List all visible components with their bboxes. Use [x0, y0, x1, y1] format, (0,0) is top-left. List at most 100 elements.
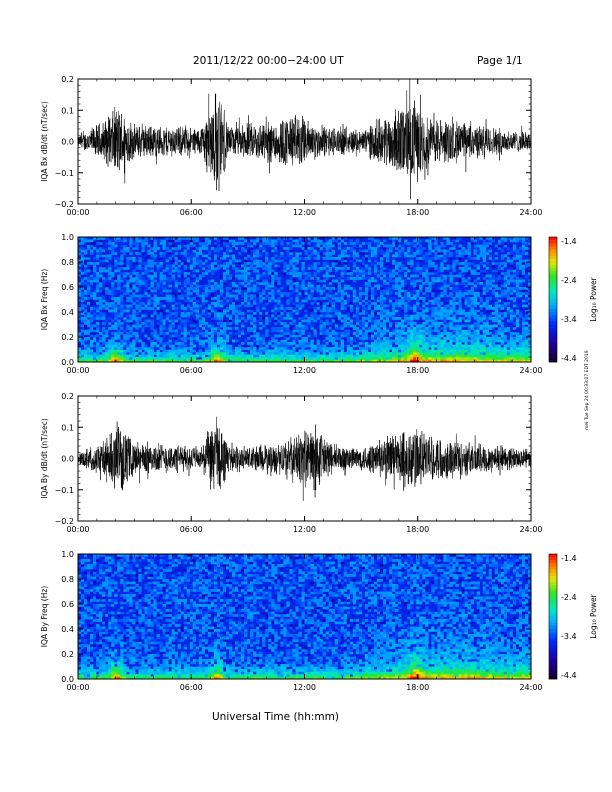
spectrogram-cell	[171, 277, 175, 280]
spectrogram-cell	[153, 242, 157, 245]
spectrogram-cell	[452, 257, 456, 260]
spectrogram-cell	[361, 267, 366, 270]
spectrogram-cell	[476, 347, 480, 350]
spectrogram-cell	[159, 297, 163, 300]
spectrogram-cell	[352, 357, 357, 360]
spectrogram-cell	[425, 282, 429, 285]
spectrogram-cell	[265, 299, 269, 303]
spectrogram-cell	[449, 354, 453, 358]
spectrogram-cell	[201, 339, 206, 343]
spectrogram-cell	[153, 272, 157, 275]
spectrogram-cell	[392, 244, 396, 248]
spectrogram-cell	[476, 267, 480, 270]
spectrogram-cell	[437, 247, 441, 250]
spectrogram-cell	[376, 262, 381, 265]
spectrogram-cell	[150, 339, 154, 343]
spectrogram-cell	[470, 359, 474, 363]
spectrogram-cell	[380, 332, 384, 335]
spectrogram-cell	[295, 289, 299, 293]
spectrogram-cell	[186, 282, 191, 285]
spectrogram-cell	[247, 337, 251, 340]
spectrogram-cell	[105, 319, 109, 323]
spectrogram-cell	[135, 332, 139, 335]
spectrogram-cell	[207, 359, 212, 363]
spectrogram-cell	[213, 312, 218, 315]
spectrogram-cell	[225, 254, 230, 258]
spectrogram-cell	[307, 289, 311, 293]
spectrogram-cell	[419, 282, 423, 285]
spectrogram-cell	[337, 309, 342, 313]
spectrogram-cell	[479, 319, 483, 323]
spectrogram-cell	[132, 314, 136, 318]
spectrogram-cell	[174, 347, 178, 350]
spectrogram-cell	[337, 297, 342, 300]
spectrogram-cell	[274, 289, 278, 293]
spectrogram-cell	[298, 302, 302, 305]
spectrogram-cell	[395, 279, 399, 283]
spectrogram-cell	[111, 359, 115, 363]
spectrogram-cell	[259, 259, 263, 263]
spectrogram-cell	[286, 359, 290, 363]
spectrogram-cell	[370, 259, 375, 263]
spectrogram-cell	[425, 309, 429, 313]
spectrogram-cell	[310, 352, 314, 355]
spectrogram-cell	[349, 239, 354, 243]
spectrogram-cell	[259, 302, 263, 305]
spectrogram-cell	[355, 272, 360, 275]
spectrogram-cell	[476, 324, 480, 328]
spectrogram-cell	[207, 307, 212, 310]
spectrogram-cell	[117, 292, 121, 295]
spectrogram-cell	[238, 349, 242, 353]
spectrogram-cell	[93, 247, 97, 250]
spectrogram-cell	[129, 257, 133, 260]
spectrogram-cell	[295, 254, 299, 258]
spectrogram-cell	[93, 262, 97, 265]
spectrogram-cell	[204, 282, 209, 285]
spectrogram-cell	[419, 299, 423, 303]
spectrogram-cell	[422, 357, 426, 360]
spectrogram-cell	[349, 302, 354, 305]
spectrogram-cell	[207, 349, 212, 353]
spectrogram-cell	[431, 309, 435, 313]
spectrogram-cell	[241, 319, 245, 323]
spectrogram-cell	[298, 252, 302, 255]
spectrogram-cell	[244, 274, 248, 278]
spectrogram-cell	[452, 354, 456, 358]
spectrogram-cell	[256, 282, 260, 285]
spectrogram-cell	[117, 319, 121, 323]
spectrogram-cell	[108, 242, 112, 245]
spectrogram-cell	[238, 347, 242, 350]
spectrogram-cell	[482, 329, 486, 333]
spectrogram-cell	[156, 352, 160, 355]
spectrogram-cell	[334, 237, 339, 240]
spectrogram-cell	[99, 244, 103, 248]
spectrogram-cell	[168, 239, 172, 243]
spectrogram-cell	[216, 322, 221, 325]
spectrogram-cell	[192, 304, 197, 308]
spectrogram-cell	[316, 297, 320, 300]
spectrogram-cell	[310, 247, 314, 250]
spectrogram-cell	[425, 327, 429, 330]
spectrogram-cell	[147, 299, 151, 303]
spectrogram-cell	[373, 359, 378, 363]
spectrogram-cell	[464, 347, 468, 350]
spectrogram-cell	[437, 297, 441, 300]
spectrogram-cell	[253, 329, 257, 333]
spectrogram-cell	[87, 312, 91, 315]
spectrogram-cell	[277, 329, 281, 333]
spectrogram-cell	[355, 269, 360, 273]
spectrogram-cell	[222, 317, 227, 320]
spectrogram-cell	[467, 264, 471, 268]
spectrogram-cell	[123, 334, 127, 338]
spectrogram-cell	[307, 282, 311, 285]
spectrogram-cell	[286, 309, 290, 313]
spectrogram-cell	[99, 339, 103, 343]
spectrogram-cell	[340, 252, 345, 255]
spectrogram-cell	[247, 317, 251, 320]
spectrogram-cell	[343, 317, 348, 320]
spectrogram-cell	[395, 322, 399, 325]
spectrogram-cell	[307, 267, 311, 270]
spectrogram-cell	[398, 349, 402, 353]
spectrogram-cell	[398, 302, 402, 305]
spectrogram-cell	[222, 312, 227, 315]
